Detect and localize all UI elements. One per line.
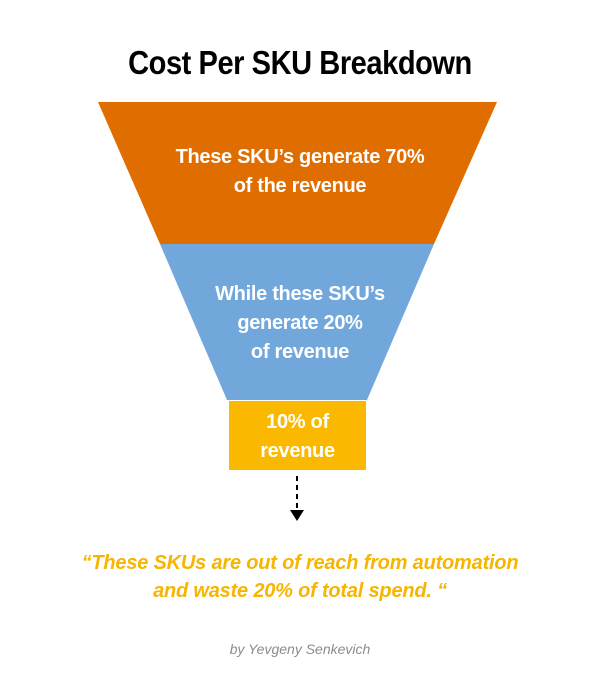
quote-line2: and waste 20% of total spend. “ bbox=[153, 580, 447, 602]
page-title: Cost Per SKU Breakdown bbox=[128, 44, 472, 81]
stage-middle-line3: of revenue bbox=[250, 341, 350, 363]
stage-top-line2: of the revenue bbox=[233, 175, 367, 197]
stage-middle-line2: generate 20% bbox=[237, 312, 363, 334]
stage-middle-label: While these SKU’s generate 20% of revenu… bbox=[180, 280, 420, 367]
stage-middle-line1: While these SKU’s bbox=[215, 283, 385, 305]
quote: “These SKUs are out of reach from automa… bbox=[0, 549, 600, 605]
funnel-stage-bottom bbox=[229, 401, 366, 470]
funnel-stage-top bbox=[98, 102, 497, 244]
stage-top-label: These SKU’s generate 70% of the revenue bbox=[140, 143, 460, 201]
stage-bottom-line1: 10% of bbox=[266, 411, 329, 433]
quote-line1: “These SKUs are out of reach from automa… bbox=[81, 552, 519, 574]
stage-bottom-line2: revenue bbox=[260, 440, 335, 462]
byline: by Yevgeny Senkevich bbox=[229, 641, 371, 657]
arrow-down-icon bbox=[290, 510, 304, 521]
stage-bottom-label: 10% of revenue bbox=[229, 408, 366, 466]
stage-top-line1: These SKU’s generate 70% bbox=[175, 146, 425, 168]
funnel-stage-middle bbox=[160, 244, 434, 400]
